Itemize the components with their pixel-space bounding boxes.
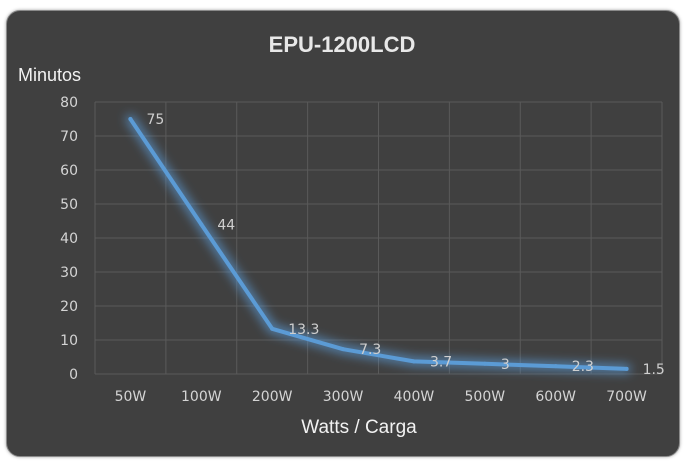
chart-card <box>6 10 680 457</box>
data-labels: 75 44 13.3 7.3 3.7 3 2.3 1.5 <box>146 112 664 378</box>
y-tick-label: 10 <box>60 333 78 349</box>
data-point <box>199 222 204 227</box>
y-axis-ticks: 0 10 20 30 40 50 60 70 80 <box>60 95 78 383</box>
data-point <box>270 326 275 331</box>
chart-title: EPU-1200LCD <box>269 32 416 57</box>
data-point <box>341 347 346 352</box>
series-layer <box>125 114 632 374</box>
x-tick-label: 500W <box>465 389 506 405</box>
data-point <box>128 117 133 121</box>
data-label: 3.7 <box>430 354 452 370</box>
x-tick-label: 700W <box>606 389 647 405</box>
x-tick-label: 100W <box>181 389 222 405</box>
data-label: 1.5 <box>643 362 665 378</box>
data-label: 44 <box>217 217 235 233</box>
x-tick-label: 200W <box>252 389 293 405</box>
data-label: 7.3 <box>359 342 381 358</box>
x-tick-label: 400W <box>394 389 435 405</box>
data-point <box>624 366 629 371</box>
x-axis-ticks: 50W 100W 200W 300W 400W 500W 600W 700W <box>115 389 647 405</box>
y-axis-label: Minutos <box>18 65 81 85</box>
y-tick-label: 60 <box>60 163 78 179</box>
y-tick-label: 40 <box>60 231 78 247</box>
data-label: 2.3 <box>572 359 594 375</box>
y-tick-label: 70 <box>60 129 78 145</box>
y-tick-label: 30 <box>60 265 78 281</box>
data-point <box>553 364 558 369</box>
y-tick-label: 50 <box>60 197 78 213</box>
data-point <box>482 361 487 366</box>
data-label: 3 <box>501 357 510 373</box>
x-tick-label: 600W <box>535 389 576 405</box>
gridlines <box>94 101 663 375</box>
y-tick-label: 20 <box>60 299 78 315</box>
series-line <box>128 117 629 371</box>
data-label: 13.3 <box>288 322 319 338</box>
x-axis-label: Watts / Carga <box>301 417 417 438</box>
x-tick-label: 50W <box>115 389 147 405</box>
y-tick-label: 0 <box>69 367 78 383</box>
y-tick-label: 80 <box>60 95 78 111</box>
data-point <box>411 359 416 364</box>
x-tick-label: 300W <box>323 389 364 405</box>
data-label: 75 <box>146 112 164 128</box>
